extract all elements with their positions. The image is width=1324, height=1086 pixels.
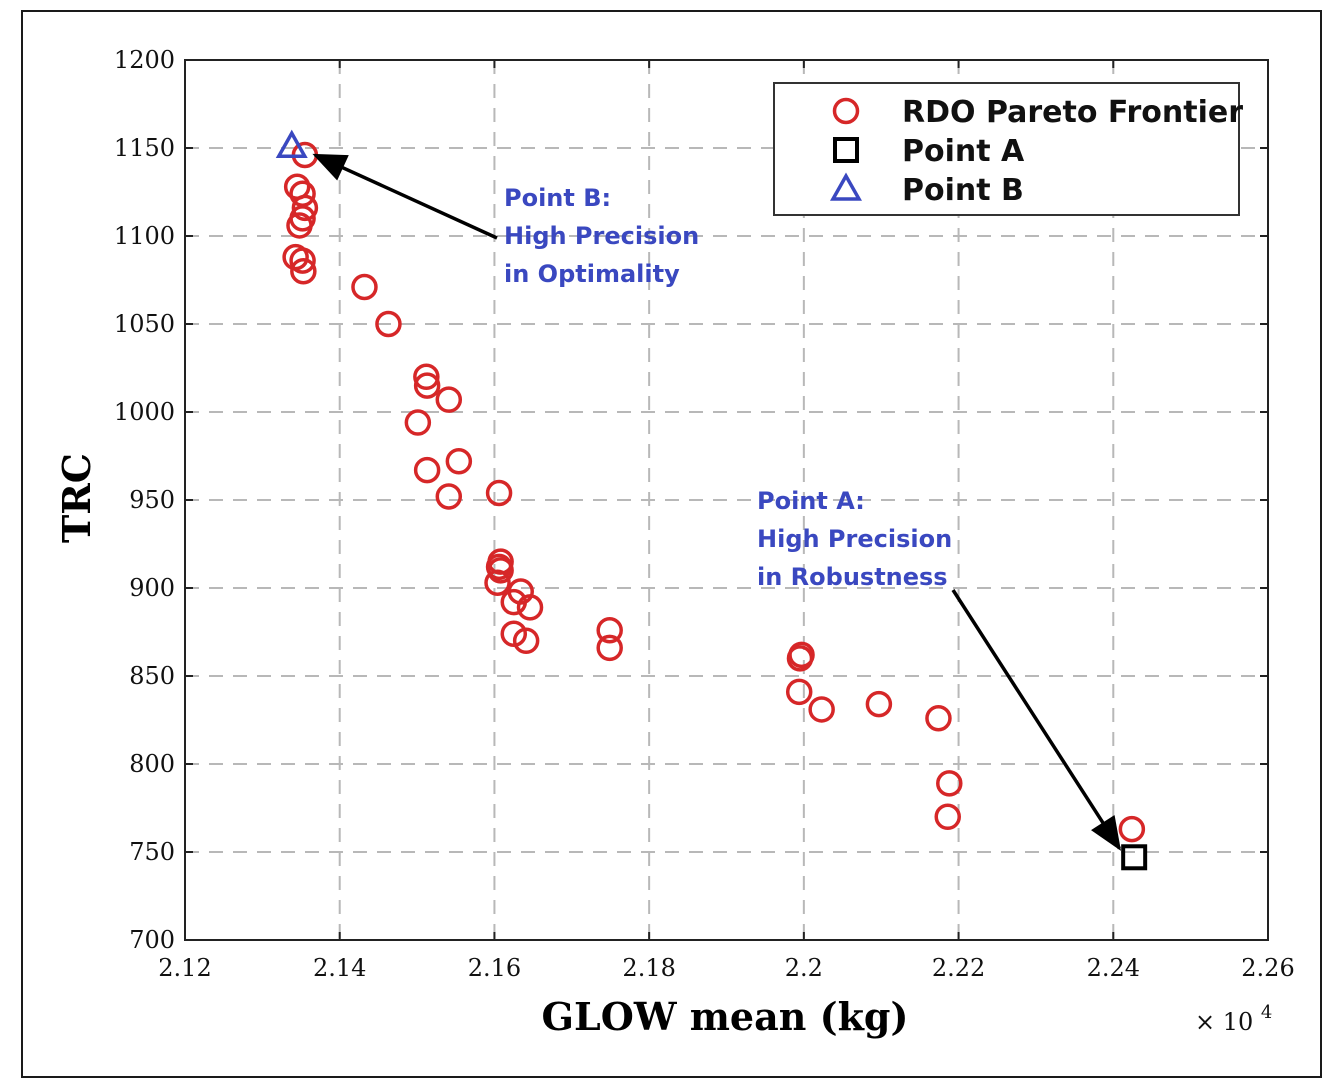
pareto-point [413, 372, 441, 399]
pareto-point [404, 409, 432, 436]
point-a-marker [1121, 844, 1148, 871]
y-tick-label: 800 [129, 750, 175, 778]
pareto-point [785, 678, 813, 706]
legend-label: RDO Pareto Frontier [902, 95, 1243, 130]
y-axis-title: TRC [54, 453, 99, 543]
annotation-text: Point B: [504, 184, 611, 212]
pareto-point [375, 310, 402, 338]
pareto-point [286, 212, 313, 239]
x-tick-label: 2.2 [785, 954, 823, 982]
axis-ticks: 2.12 2.14 2.16 2.18 2.2 2.22 2.24 2.26 700 750 800… [114, 46, 1295, 982]
legend: RDO Pareto Frontier Point A Point B [773, 82, 1243, 216]
x-tick-label: 2.16 [468, 954, 521, 982]
pareto-point [925, 704, 952, 732]
pareto-point [484, 569, 511, 596]
annotation-arrow [951, 589, 1121, 851]
x-tick-label: 2.26 [1241, 954, 1294, 982]
annotation-text: High Precision [757, 525, 952, 553]
y-tick-label: 950 [129, 486, 175, 514]
pareto-point [596, 634, 623, 662]
pareto-point [413, 456, 441, 484]
annotation-text: in Robustness [757, 563, 948, 591]
pareto-point [934, 803, 961, 831]
annotation-text: High Precision [504, 222, 699, 250]
legend-marker [830, 172, 862, 201]
y-tick-label: 1000 [114, 398, 175, 426]
legend-label: Point B [902, 173, 1024, 208]
legend-marker [832, 97, 860, 125]
y-tick-label: 700 [129, 926, 175, 954]
pareto-point [865, 690, 893, 718]
pareto-point [291, 194, 319, 222]
y-tick-label: 1050 [114, 310, 175, 338]
legend-box [773, 82, 1240, 216]
annotation-text: in Optimality [504, 260, 680, 288]
y-tick-label: 750 [129, 838, 175, 866]
x-tick-label: 2.18 [622, 954, 675, 982]
pareto-point [485, 479, 513, 507]
x-tick-label: 2.12 [158, 954, 211, 982]
pareto-point [445, 448, 473, 475]
y-tick-label: 900 [129, 574, 175, 602]
legend-marker [833, 137, 859, 163]
pareto-point [512, 627, 540, 655]
y-tick-label: 1200 [114, 46, 175, 74]
pareto-point [786, 645, 814, 672]
x-tick-label: 2.22 [932, 954, 985, 982]
x-multiplier-base: × 10 [1195, 1008, 1253, 1036]
legend-label: Point A [902, 134, 1025, 169]
pareto-point [487, 557, 514, 584]
pareto-point [413, 363, 440, 391]
pareto-point [1118, 815, 1146, 843]
y-tick-label: 1150 [114, 134, 175, 162]
pareto-point [435, 483, 463, 510]
y-tick-label: 850 [129, 662, 175, 690]
x-multiplier-exponent: 4 [1261, 1002, 1272, 1023]
x-tick-label: 2.24 [1087, 954, 1140, 982]
annotation-arrow [312, 153, 498, 240]
data-points [275, 129, 1148, 871]
pareto-point [290, 257, 317, 285]
pareto-point [516, 594, 544, 621]
pareto-point [289, 247, 316, 274]
pareto-point [500, 588, 528, 616]
y-tick-label: 1100 [114, 222, 175, 250]
pareto-point [351, 273, 378, 301]
x-axis-title: GLOW mean (kg) [542, 994, 909, 1039]
annotations: Point B: High Precision in Optimality Point… [312, 153, 1121, 851]
point-b-marker [275, 129, 308, 158]
pareto-point [435, 386, 463, 413]
pareto-point [936, 770, 963, 797]
grid-lines [185, 60, 1268, 940]
x-multiplier: × 10 4 [1195, 1002, 1272, 1036]
x-tick-label: 2.14 [313, 954, 366, 982]
annotation-text: Point A: [757, 487, 865, 515]
pareto-point [808, 696, 835, 723]
pareto-point [596, 616, 623, 644]
